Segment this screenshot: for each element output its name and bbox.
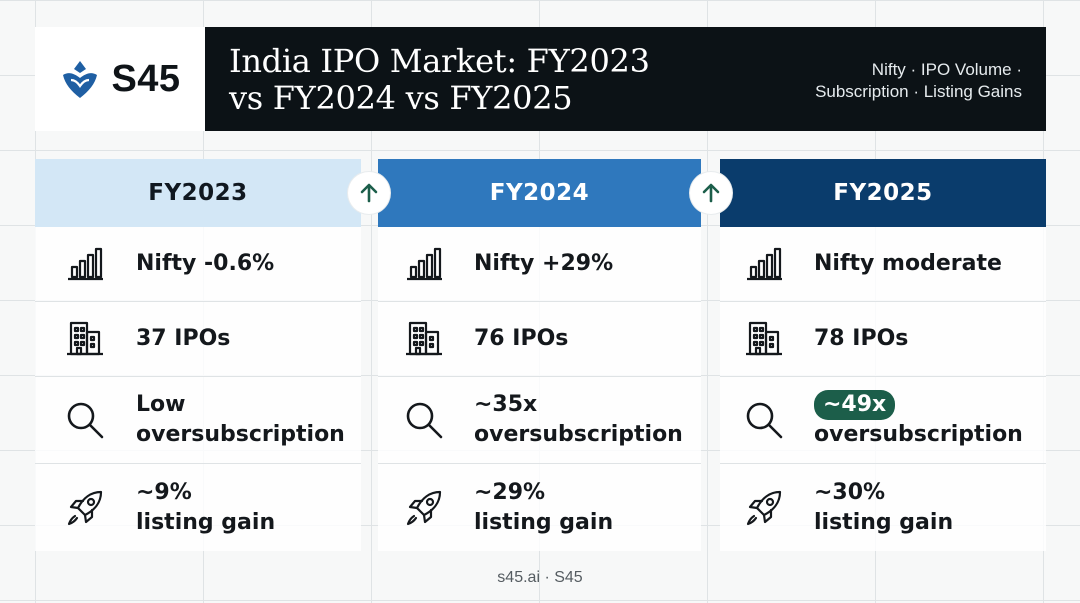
ipo-count-value: 76 IPOs [474, 324, 693, 354]
page-title: India IPO Market: FY2023 vs FY2024 vs FY… [229, 43, 749, 117]
ipo-count-value: 37 IPOs [136, 324, 353, 354]
ipo-count-row: 78 IPOs [720, 302, 1046, 377]
nifty-row: Nifty moderate [720, 227, 1046, 302]
subscription-value: ~35x oversubscription [474, 390, 693, 450]
subscription-row: ~49x oversubscription [720, 377, 1046, 464]
ipo-count-text: 76 IPOs [474, 326, 569, 351]
listing-gain-row: ~9% listing gain [35, 464, 361, 551]
nifty-row: Nifty +29% [378, 227, 701, 302]
subscription-line-2: oversubscription [474, 422, 683, 447]
listing-gain-value: ~30% listing gain [814, 478, 1038, 538]
search-icon [402, 398, 446, 442]
bar-chart-icon [742, 242, 786, 286]
search-icon [63, 398, 107, 442]
ipo-count-text: 78 IPOs [814, 326, 909, 351]
nifty-row: Nifty -0.6% [35, 227, 361, 302]
nifty-value-text: Nifty -0.6% [136, 251, 275, 276]
subscription-value: Low oversubscription [136, 390, 353, 450]
s45-logo-icon [63, 61, 98, 98]
building-icon [63, 317, 107, 361]
title-bar: India IPO Market: FY2023 vs FY2024 vs FY… [205, 27, 1046, 131]
building-icon [742, 317, 786, 361]
ipo-count-row: 76 IPOs [378, 302, 701, 377]
column-fy2025: FY2025 Nifty moderate 78 IPOs [720, 159, 1046, 551]
column-fy2024: FY2024 Nifty +29% 76 IPOs [378, 159, 701, 551]
ipo-count-row: 37 IPOs [35, 302, 361, 377]
ipo-count-text: 37 IPOs [136, 326, 231, 351]
arrow-up-icon [360, 183, 378, 203]
brand-logo: S45 [35, 27, 205, 131]
nifty-value: Nifty -0.6% [136, 249, 353, 279]
column-header-fy2025: FY2025 [720, 159, 1046, 227]
arrow-up-icon [702, 183, 720, 203]
column-header-fy2024: FY2024 [378, 159, 701, 227]
nifty-value-text: Nifty +29% [474, 251, 614, 276]
arrow-up-connector-1 [348, 172, 390, 214]
title-line-1: India IPO Market: FY2023 [229, 42, 650, 80]
column-header-fy2023: FY2023 [35, 159, 361, 227]
brand-name: S45 [111, 57, 181, 100]
subscription-row: ~35x oversubscription [378, 377, 701, 464]
column-fy2023: FY2023 Nifty -0.6% 37 IPOs [35, 159, 361, 551]
subscription-line-2: oversubscription [814, 422, 1023, 447]
column-body-fy2023: Nifty -0.6% 37 IPOs Low oversub [35, 227, 361, 551]
rocket-icon [742, 486, 786, 530]
listing-gain-row: ~29% listing gain [378, 464, 701, 551]
bar-chart-icon [63, 242, 107, 286]
footer-credit: s45.ai · S45 [497, 569, 583, 586]
search-icon [742, 398, 786, 442]
building-icon [402, 317, 446, 361]
listing-gain-row: ~30% listing gain [720, 464, 1046, 551]
page-subtitle: Nifty · IPO Volume · Subscription · List… [742, 59, 1022, 103]
subtitle-line-2: Subscription · Listing Gains [815, 82, 1022, 101]
subscription-line-1: ~35x [474, 392, 538, 417]
highlight-pill: ~49x [814, 390, 896, 420]
subscription-line-1: ~49x [814, 390, 1038, 420]
subscription-line-2: oversubscription [136, 422, 345, 447]
listing-gain-line-1: ~30% [814, 479, 886, 505]
subscription-row: Low oversubscription [35, 377, 361, 464]
listing-gain-line-2: listing gain [814, 509, 954, 535]
ipo-count-value: 78 IPOs [814, 324, 1038, 354]
listing-gain-line-2: listing gain [474, 509, 614, 535]
subscription-line-1: Low [136, 392, 186, 417]
column-body-fy2025: Nifty moderate 78 IPOs ~49x ove [720, 227, 1046, 551]
listing-gain-line-1: ~9% [136, 479, 192, 505]
listing-gain-value: ~9% listing gain [136, 478, 353, 538]
nifty-value-text: Nifty moderate [814, 251, 1002, 276]
rocket-icon [63, 486, 107, 530]
listing-gain-line-2: listing gain [136, 509, 276, 535]
title-line-2: vs FY2024 vs FY2025 [229, 79, 573, 117]
arrow-up-connector-2 [690, 172, 732, 214]
subscription-value: ~49x oversubscription [814, 390, 1038, 450]
bar-chart-icon [402, 242, 446, 286]
column-body-fy2024: Nifty +29% 76 IPOs ~35x oversub [378, 227, 701, 551]
subtitle-line-1: Nifty · IPO Volume · [871, 60, 1022, 79]
rocket-icon [402, 486, 446, 530]
listing-gain-line-1: ~29% [474, 479, 546, 505]
listing-gain-value: ~29% listing gain [474, 478, 693, 538]
nifty-value: Nifty +29% [474, 249, 693, 279]
nifty-value: Nifty moderate [814, 249, 1038, 279]
